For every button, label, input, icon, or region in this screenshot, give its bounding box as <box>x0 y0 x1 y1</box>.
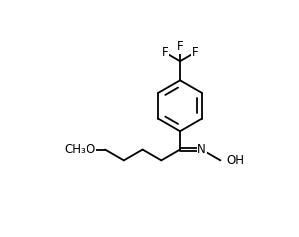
Text: F: F <box>161 46 168 59</box>
Text: OH: OH <box>227 154 245 167</box>
Text: F: F <box>192 46 199 59</box>
Text: N: N <box>197 143 206 156</box>
Text: F: F <box>177 40 183 53</box>
Text: O: O <box>86 143 95 156</box>
Text: CH₃: CH₃ <box>65 143 86 156</box>
